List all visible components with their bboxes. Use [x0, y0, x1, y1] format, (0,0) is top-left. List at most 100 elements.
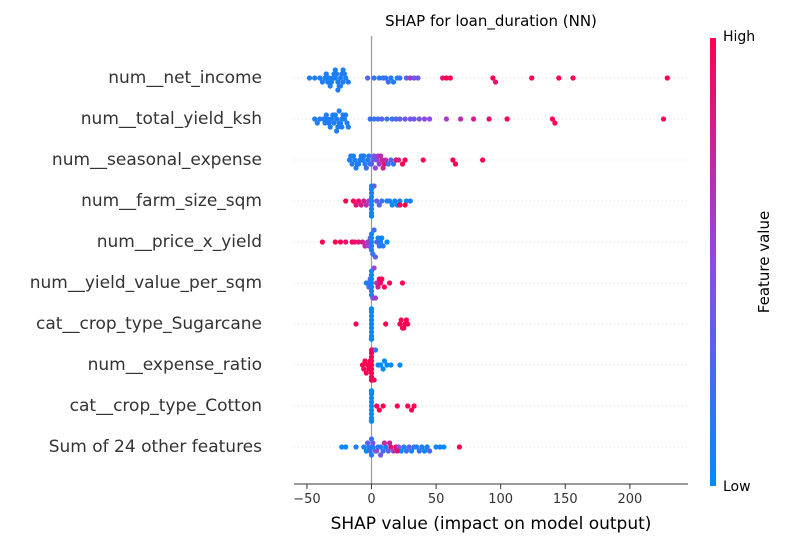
shap-point [486, 116, 492, 122]
shap-point [407, 116, 413, 122]
shap-point [343, 198, 349, 204]
shap-point [409, 448, 415, 454]
shap-point [398, 317, 404, 323]
shap-point [349, 161, 355, 167]
shap-point [368, 280, 375, 286]
shap-point [378, 153, 384, 159]
shap-point [441, 444, 447, 450]
shap-point [427, 448, 433, 454]
shap-point [416, 448, 422, 454]
shap-point [356, 198, 362, 204]
shap-point [383, 321, 389, 327]
shap-point [332, 112, 338, 118]
shap-point [393, 116, 399, 122]
shap-point [421, 448, 428, 454]
shap-point [352, 239, 358, 245]
shap-point [341, 71, 347, 77]
shap-point [379, 116, 385, 122]
shap-point [335, 124, 341, 130]
shap-point [350, 198, 356, 204]
shap-point [396, 444, 402, 450]
shap-point [388, 362, 394, 368]
shap-point [322, 75, 328, 81]
shap-point [312, 75, 318, 81]
shap-point [399, 161, 406, 167]
shap-point [421, 116, 428, 122]
shap-point [372, 295, 378, 301]
shap-point [325, 79, 331, 85]
shap-point [388, 157, 394, 163]
shap-point [362, 161, 368, 167]
shap-point [358, 202, 364, 208]
shap-point [556, 75, 562, 81]
shap-point [387, 440, 393, 446]
shap-point [471, 116, 477, 122]
shap-point [337, 120, 344, 126]
shap-point [381, 161, 387, 167]
shap-point [339, 444, 345, 450]
shap-point [336, 108, 342, 114]
shap-point [361, 444, 367, 450]
shap-point [529, 75, 535, 81]
shap-point [343, 239, 349, 245]
shap-point [402, 157, 408, 163]
shap-point [368, 325, 375, 331]
shap-point [380, 366, 386, 372]
shap-point [452, 161, 459, 167]
shap-point [552, 120, 558, 126]
shap-point [397, 75, 403, 81]
shap-point [368, 399, 375, 405]
shap-point [370, 157, 376, 163]
shap-point [306, 75, 313, 81]
shap-point [327, 124, 333, 130]
shap-point [371, 265, 377, 271]
shap-point [437, 444, 443, 450]
shap-point [356, 161, 362, 167]
shap-point [374, 403, 380, 409]
shap-point [325, 116, 331, 122]
shap-point [317, 75, 323, 81]
shap-point [326, 75, 332, 81]
shap-point [368, 452, 375, 458]
shap-point [385, 448, 391, 454]
shap-point [371, 75, 377, 81]
shap-point [368, 276, 375, 282]
shap-point [440, 75, 446, 81]
feature-label: cat__crop_type_Sugarcane [36, 314, 262, 334]
shap-point [368, 206, 375, 212]
shap-point [331, 71, 337, 77]
feature-label: num__total_yield_ksh [80, 109, 262, 129]
shap-point [368, 239, 375, 245]
shap-point [385, 79, 391, 85]
colorbar-low-label: Low [723, 479, 751, 495]
shap-point [353, 321, 359, 327]
shap-point [343, 75, 349, 81]
shap-point [376, 202, 382, 208]
shap-point [368, 247, 375, 253]
shap-point [397, 202, 403, 208]
shap-point [366, 153, 372, 159]
shap-point [390, 448, 397, 454]
shap-point [368, 190, 375, 196]
shap-point [365, 75, 371, 81]
shap-point [380, 165, 386, 171]
shap-point [403, 317, 409, 323]
shap-point [387, 280, 393, 286]
shap-point [346, 157, 353, 163]
feature-label: num__expense_ratio [87, 355, 262, 375]
shap-point [394, 448, 400, 454]
shap-point [368, 407, 375, 413]
shap-point [383, 157, 389, 163]
shap-point [340, 67, 346, 73]
shap-point [381, 440, 387, 446]
shap-point [401, 444, 407, 450]
shap-point [344, 120, 350, 126]
shap-point [492, 79, 499, 85]
shap-point [384, 116, 390, 122]
shap-point [378, 444, 384, 450]
shap-point [363, 202, 369, 208]
shap-point [371, 183, 377, 189]
shap-point [549, 116, 556, 122]
shap-point [334, 116, 340, 122]
